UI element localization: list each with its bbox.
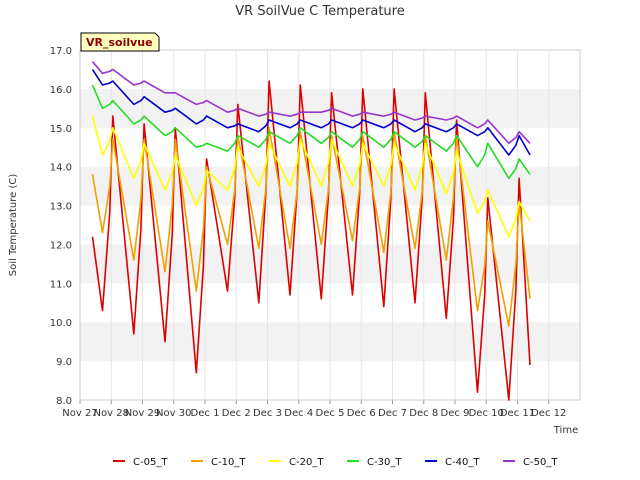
x-tick-label: Dec 3 (253, 408, 282, 419)
x-tick-label: Dec 2 (222, 408, 251, 419)
y-tick-label: 17.0 (50, 46, 72, 57)
y-tick-label: 16.0 (50, 85, 72, 96)
y-tick-label: 12.0 (50, 240, 72, 251)
legend-item-c-10-t: C-10_T (191, 457, 246, 468)
x-tick-label: Nov 30 (156, 408, 191, 419)
y-tick-label: 14.0 (50, 163, 72, 174)
y-tick-label: 8.0 (56, 396, 72, 407)
chart-title: VR SoilVue C Temperature (235, 4, 404, 19)
x-tick-label: Dec 6 (347, 408, 376, 419)
legend-label: C-30_T (367, 457, 402, 468)
x-tick-label: Dec 7 (378, 408, 407, 419)
x-tick-label: Nov 27 (62, 408, 97, 419)
x-tick-label: Dec 5 (316, 408, 345, 419)
y-tick-label: 13.0 (50, 202, 72, 213)
legend-item-c-30-t: C-30_T (347, 457, 402, 468)
x-tick-label: Dec 8 (409, 408, 438, 419)
y-tick-label: 10.0 (50, 318, 72, 329)
legend-label: C-10_T (211, 457, 246, 468)
legend-item-c-05-t: C-05_T (113, 457, 168, 468)
legend-label: C-20_T (289, 457, 324, 468)
series-line-c-10-t (91, 127, 531, 327)
x-tick-label: Nov 29 (125, 408, 160, 419)
x-tick-label: Dec 10 (469, 408, 504, 419)
series-line-c-50-t (91, 61, 531, 145)
y-tick-label: 9.0 (56, 357, 72, 368)
y-tick-label: 11.0 (50, 279, 72, 290)
series-line-c-40-t (91, 68, 531, 156)
badge-label: VR_soilvue (86, 36, 153, 49)
y-axis-label: Soil Temperature (C) (8, 174, 19, 277)
series-line-c-30-t (91, 84, 531, 180)
legend-label: C-05_T (133, 457, 168, 468)
legend-item-c-20-t: C-20_T (269, 457, 324, 468)
legend-item-c-40-t: C-40_T (425, 457, 480, 468)
x-tick-label: Dec 11 (500, 408, 535, 419)
plot-area (79, 49, 581, 401)
badge: VR_soilvue (80, 32, 160, 52)
y-tick-label: 15.0 (50, 124, 72, 135)
x-tick-label: Dec 4 (284, 408, 313, 419)
legend-label: C-50_T (523, 457, 558, 468)
x-axis-label: Time (553, 425, 578, 436)
x-tick-label: Dec 9 (441, 408, 470, 419)
x-tick-label: Dec 1 (191, 408, 220, 419)
legend-item-c-50-t: C-50_T (503, 457, 558, 468)
series-line-c-20-t (91, 115, 531, 238)
x-tick-label: Nov 28 (94, 408, 129, 419)
x-tick-label: Dec 12 (531, 408, 566, 419)
legend-label: C-40_T (445, 457, 480, 468)
